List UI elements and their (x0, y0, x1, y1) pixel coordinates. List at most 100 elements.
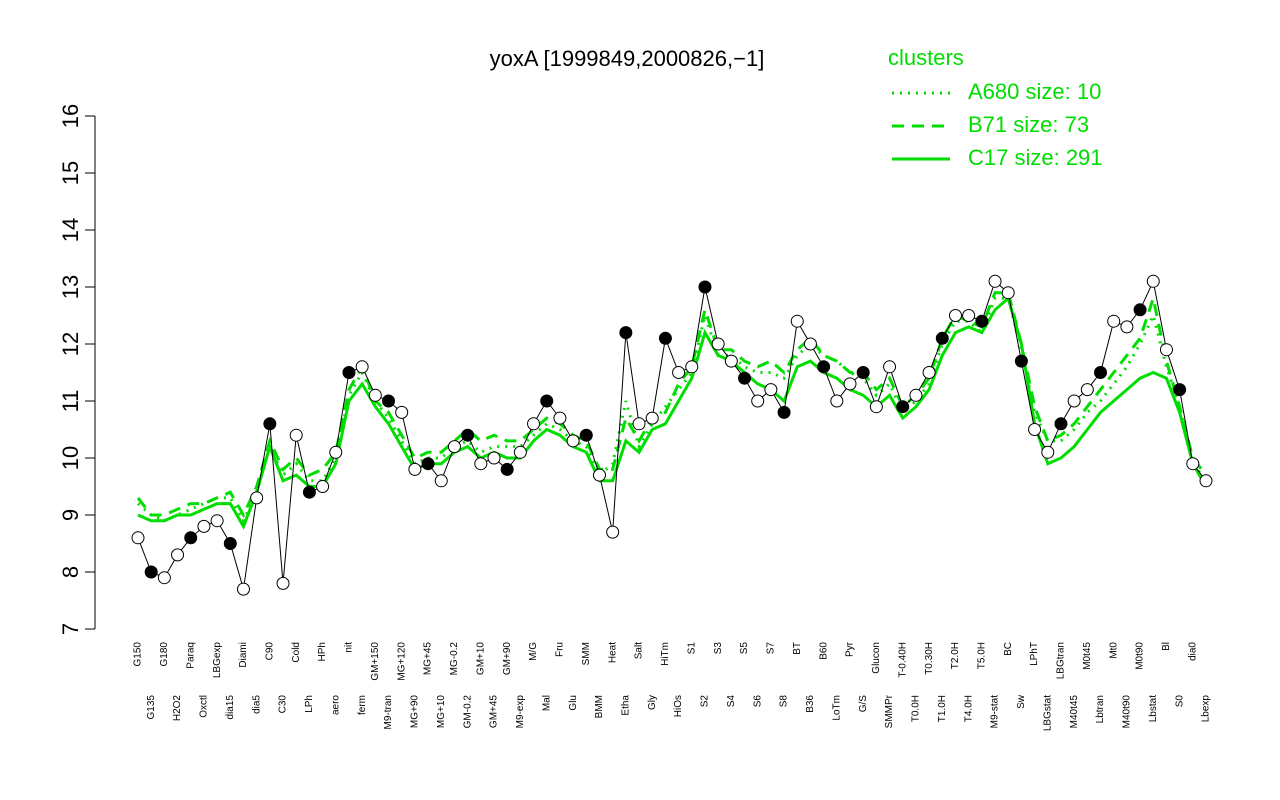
x-tick-label: Lbtran (1095, 695, 1106, 723)
data-point (1080, 383, 1094, 397)
x-tick-label: T-0.40H (897, 642, 908, 678)
x-tick-label: LBGstat (1042, 695, 1053, 731)
x-tick-label: MG+90 (410, 695, 421, 729)
data-point (316, 480, 330, 493)
data-point (395, 405, 409, 419)
x-tick-label: T1.0H (937, 695, 948, 722)
data-point (790, 314, 804, 328)
legend-label: A680 size: 10 (968, 79, 1101, 104)
x-tick-label: LBGexp (212, 642, 223, 679)
data-point (777, 405, 791, 419)
data-point (988, 274, 1002, 288)
data-point (131, 531, 145, 545)
x-tick-label: Etha (620, 695, 631, 716)
data-point (144, 565, 158, 579)
data-point (711, 337, 725, 351)
x-tick-label: B36 (805, 695, 816, 713)
x-tick-label: Gly (647, 695, 658, 710)
data-point (382, 394, 396, 408)
y-tick-label: 10 (58, 446, 83, 470)
x-tick-label: S1 (686, 642, 697, 655)
x-tick-label: Cold (291, 642, 302, 663)
y-tick-label: 12 (58, 332, 83, 356)
data-point (540, 394, 554, 408)
data-point (909, 388, 923, 402)
data-point (289, 428, 303, 442)
x-tick-label: Mal (541, 695, 552, 711)
x-tick-label: MG-0.2 (449, 642, 460, 676)
data-point (764, 383, 778, 397)
x-tick-label: LBGtran (1056, 642, 1067, 679)
x-tick-label: Glucon (871, 642, 882, 674)
data-point (1014, 354, 1028, 368)
x-tick-label: S3 (713, 642, 724, 655)
data-point (672, 366, 686, 379)
data-point (738, 371, 752, 385)
data-point (276, 576, 290, 590)
x-tick-label: GM+10 (475, 642, 486, 676)
data-point (184, 531, 198, 545)
data-point (751, 394, 765, 408)
x-tick-label: MG+45 (423, 642, 434, 676)
data-point (856, 366, 870, 379)
chart-title: yoxA [1999849,2000826,−1] (490, 46, 765, 71)
x-tick-label: GM+90 (502, 642, 513, 676)
data-point (329, 445, 343, 459)
y-tick-label: 7 (58, 623, 83, 635)
x-tick-label: Diami (238, 642, 249, 668)
x-tick-label: SMM (581, 642, 592, 665)
x-tick-label: M/G (528, 642, 539, 661)
x-tick-label: BT (792, 642, 803, 655)
data-point (210, 514, 224, 528)
x-tick-label: Oxctl (199, 695, 210, 718)
data-point (566, 434, 580, 448)
data-point (922, 366, 936, 379)
x-tick-label: T0.0H (911, 695, 922, 722)
data-point (447, 440, 461, 454)
x-tick-label: S5 (739, 642, 750, 655)
data-point (1186, 457, 1200, 471)
data-point (500, 462, 514, 476)
x-tick-label: M9-stat (990, 695, 1001, 729)
x-tick-label: M40t45 (1069, 695, 1080, 729)
x-tick-label: GM+150 (370, 642, 381, 681)
data-point (843, 377, 857, 391)
x-tick-label: S2 (700, 695, 711, 708)
x-tick-label: dia15 (225, 695, 236, 720)
data-point (883, 360, 897, 374)
x-tick-label: G180 (159, 642, 170, 667)
data-point (1094, 366, 1108, 379)
data-point (830, 394, 844, 408)
data-point (606, 525, 620, 539)
data-point (1159, 343, 1173, 357)
data-point (421, 457, 435, 471)
data-point (619, 326, 633, 340)
data-point (817, 360, 831, 374)
x-tick-label: ferm (357, 695, 368, 715)
x-tick-label: T2.0H (950, 642, 961, 669)
x-tick-label: Sw (1016, 694, 1027, 709)
data-point (487, 451, 501, 465)
data-point (632, 417, 646, 431)
x-tick-label: Paraq (185, 642, 196, 669)
x-tick-label: S6 (752, 695, 763, 708)
x-tick-label: Salt (634, 642, 645, 659)
data-point (1133, 303, 1147, 317)
x-tick-label: Glu (568, 695, 579, 711)
x-tick-label: LoTm (831, 695, 842, 721)
x-tick-label: M40t90 (1122, 695, 1133, 729)
x-tick-label: G/S (858, 695, 869, 713)
data-point (527, 417, 541, 431)
x-tick-label: M9-tran (383, 695, 394, 729)
data-point (1107, 314, 1121, 328)
x-tick-label: S8 (779, 695, 790, 708)
data-point (869, 400, 883, 414)
data-point (408, 462, 422, 476)
data-point (1054, 417, 1068, 431)
data-point (157, 571, 171, 585)
x-tick-label: T0.30H (924, 642, 935, 675)
data-point (1120, 320, 1134, 334)
y-tick-label: 9 (58, 509, 83, 521)
x-tick-label: MG+120 (396, 642, 407, 681)
